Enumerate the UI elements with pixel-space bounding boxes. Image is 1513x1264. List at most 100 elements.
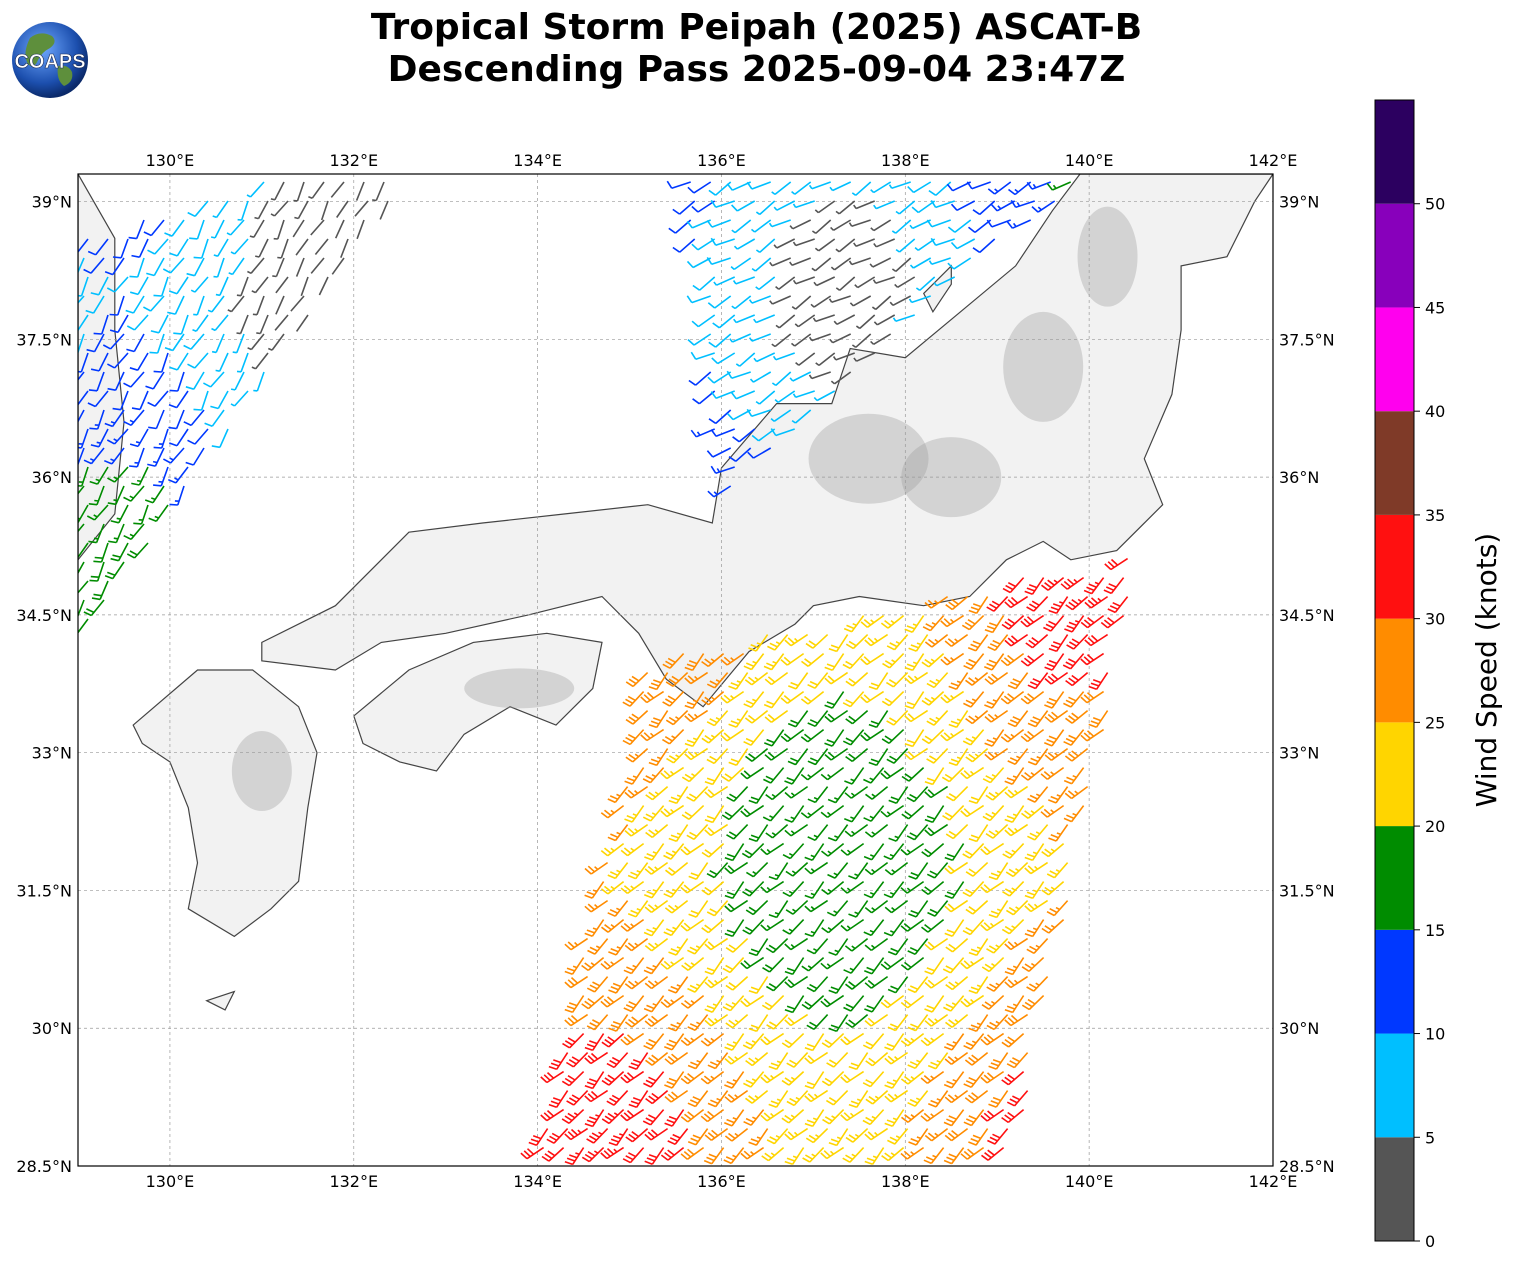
wind-barb — [900, 1146, 925, 1160]
wind-barb — [768, 219, 791, 228]
wind-barb — [921, 918, 945, 933]
wind-barb — [1004, 595, 1029, 609]
wind-barb — [272, 257, 285, 278]
wind-barb — [700, 1108, 725, 1123]
wind-barb — [87, 238, 109, 256]
wind-barb — [78, 314, 89, 332]
wind-barb — [868, 748, 889, 767]
wind-barb — [251, 276, 269, 294]
wind-barb — [300, 276, 309, 297]
wind-barb — [606, 1090, 629, 1106]
wind-barb — [212, 200, 229, 219]
wind-barb — [962, 843, 985, 859]
wind-barb — [207, 295, 225, 313]
lon-tick-label: 142°E — [1249, 151, 1298, 170]
wind-barb — [701, 690, 725, 706]
wind-barb — [963, 653, 985, 670]
wind-barb — [83, 447, 105, 465]
wind-barb — [748, 1128, 769, 1146]
wind-barb — [804, 843, 825, 861]
lon-tick-label: 132°E — [329, 1172, 378, 1191]
wind-barb — [620, 1032, 645, 1046]
wind-barb — [765, 938, 789, 954]
wind-barb — [888, 786, 909, 804]
wind-barb — [277, 238, 289, 259]
wind-barb — [584, 899, 609, 913]
wind-barb — [924, 995, 945, 1013]
wind-barb — [601, 1071, 625, 1086]
wind-barb — [886, 748, 909, 764]
wind-barb — [892, 314, 915, 322]
wind-barb — [1001, 615, 1025, 630]
wind-barb — [986, 976, 1009, 992]
wind-barb — [310, 257, 325, 274]
wind-barb — [1021, 957, 1045, 972]
wind-barb — [755, 276, 776, 291]
wind-barb — [249, 219, 265, 238]
wind-barb — [760, 842, 785, 856]
wind-barb — [528, 1128, 549, 1147]
wind-barb — [1026, 181, 1051, 190]
wind-barb — [987, 634, 1009, 652]
wind-barb — [93, 314, 109, 335]
wind-barb — [924, 1013, 949, 1027]
wind-barb — [1005, 862, 1029, 878]
wind-barb — [1024, 843, 1045, 862]
wind-barb — [644, 881, 665, 899]
wind-barb — [984, 747, 1009, 761]
wind-barb — [663, 843, 685, 860]
wind-barb — [965, 900, 989, 915]
wind-barb — [811, 257, 832, 272]
wind-barb — [270, 200, 289, 217]
wind-barb — [720, 728, 745, 742]
wind-barb — [1063, 691, 1085, 708]
wind-barb — [584, 1109, 605, 1128]
wind-barb — [620, 880, 645, 895]
wind-barb — [226, 219, 245, 236]
wind-barb — [660, 956, 685, 970]
wind-barb — [725, 1013, 749, 1029]
wind-barb — [748, 824, 769, 843]
wind-barb — [828, 1014, 849, 1033]
wind-barb — [724, 1127, 749, 1142]
wind-barb — [109, 314, 129, 334]
wind-barb — [722, 995, 745, 1012]
wind-barb — [724, 1089, 749, 1103]
wind-barb — [642, 767, 665, 784]
wind-barb — [586, 1128, 609, 1144]
wind-barb — [843, 615, 865, 633]
sado-island — [922, 264, 952, 313]
wind-barb — [926, 748, 949, 764]
wind-barb — [742, 919, 765, 935]
wind-barb — [750, 219, 772, 233]
wind-barb — [801, 995, 825, 1010]
wind-barb — [687, 1090, 709, 1108]
wind-barb — [644, 937, 669, 952]
wind-barb — [731, 295, 752, 310]
lon-tick-label: 138°E — [881, 1172, 930, 1191]
wind-barb — [684, 653, 705, 672]
wind-barb — [782, 881, 805, 898]
wind-barb — [988, 900, 1009, 919]
colorbar-bin-0 — [1375, 1137, 1414, 1241]
wind-barb — [844, 823, 869, 838]
tanegashima-island — [205, 990, 236, 1011]
wind-barb — [173, 314, 189, 335]
wind-barb — [83, 599, 105, 617]
wind-barb — [644, 843, 665, 861]
wind-barb — [904, 615, 925, 633]
wind-barb — [684, 747, 709, 761]
wind-barb — [863, 843, 885, 861]
wind-barb — [784, 975, 809, 989]
wind-barb — [943, 1071, 965, 1089]
lon-tick-label: 136°E — [697, 1172, 746, 1191]
wind-barb — [1041, 880, 1065, 896]
wind-barb — [945, 937, 969, 953]
lat-tick-label: 39°N — [32, 193, 72, 212]
wind-barb — [643, 919, 665, 937]
wind-barb — [600, 880, 625, 895]
wind-barb — [824, 691, 845, 709]
wind-barb — [565, 1052, 589, 1068]
lat-tick-label: 33°N — [32, 744, 72, 763]
wind-barb — [986, 596, 1009, 612]
